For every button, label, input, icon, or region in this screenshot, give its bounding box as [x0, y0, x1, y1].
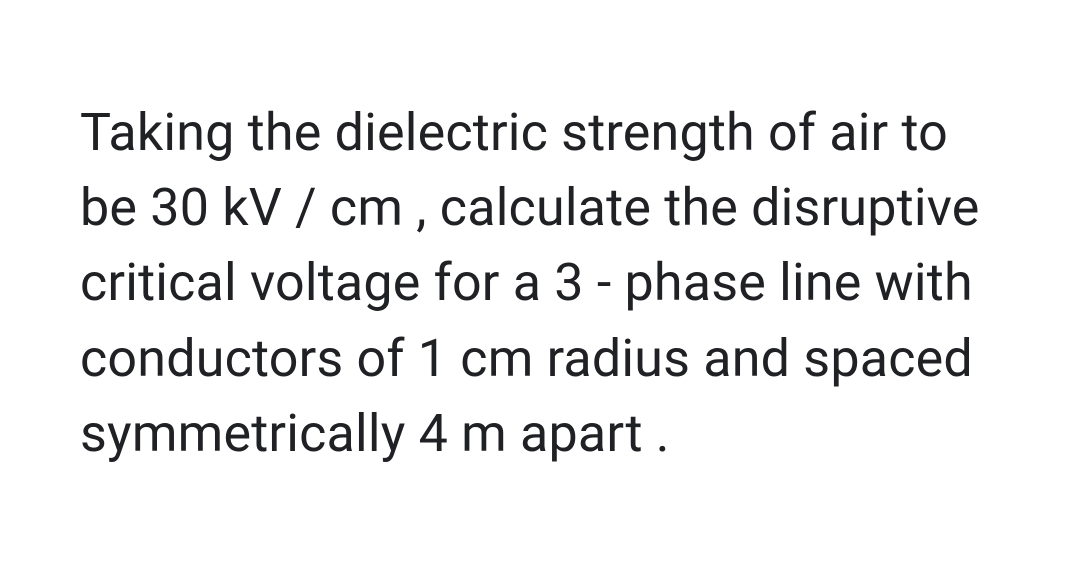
question-text: Taking the dielectric strength of air to… [80, 95, 1000, 472]
